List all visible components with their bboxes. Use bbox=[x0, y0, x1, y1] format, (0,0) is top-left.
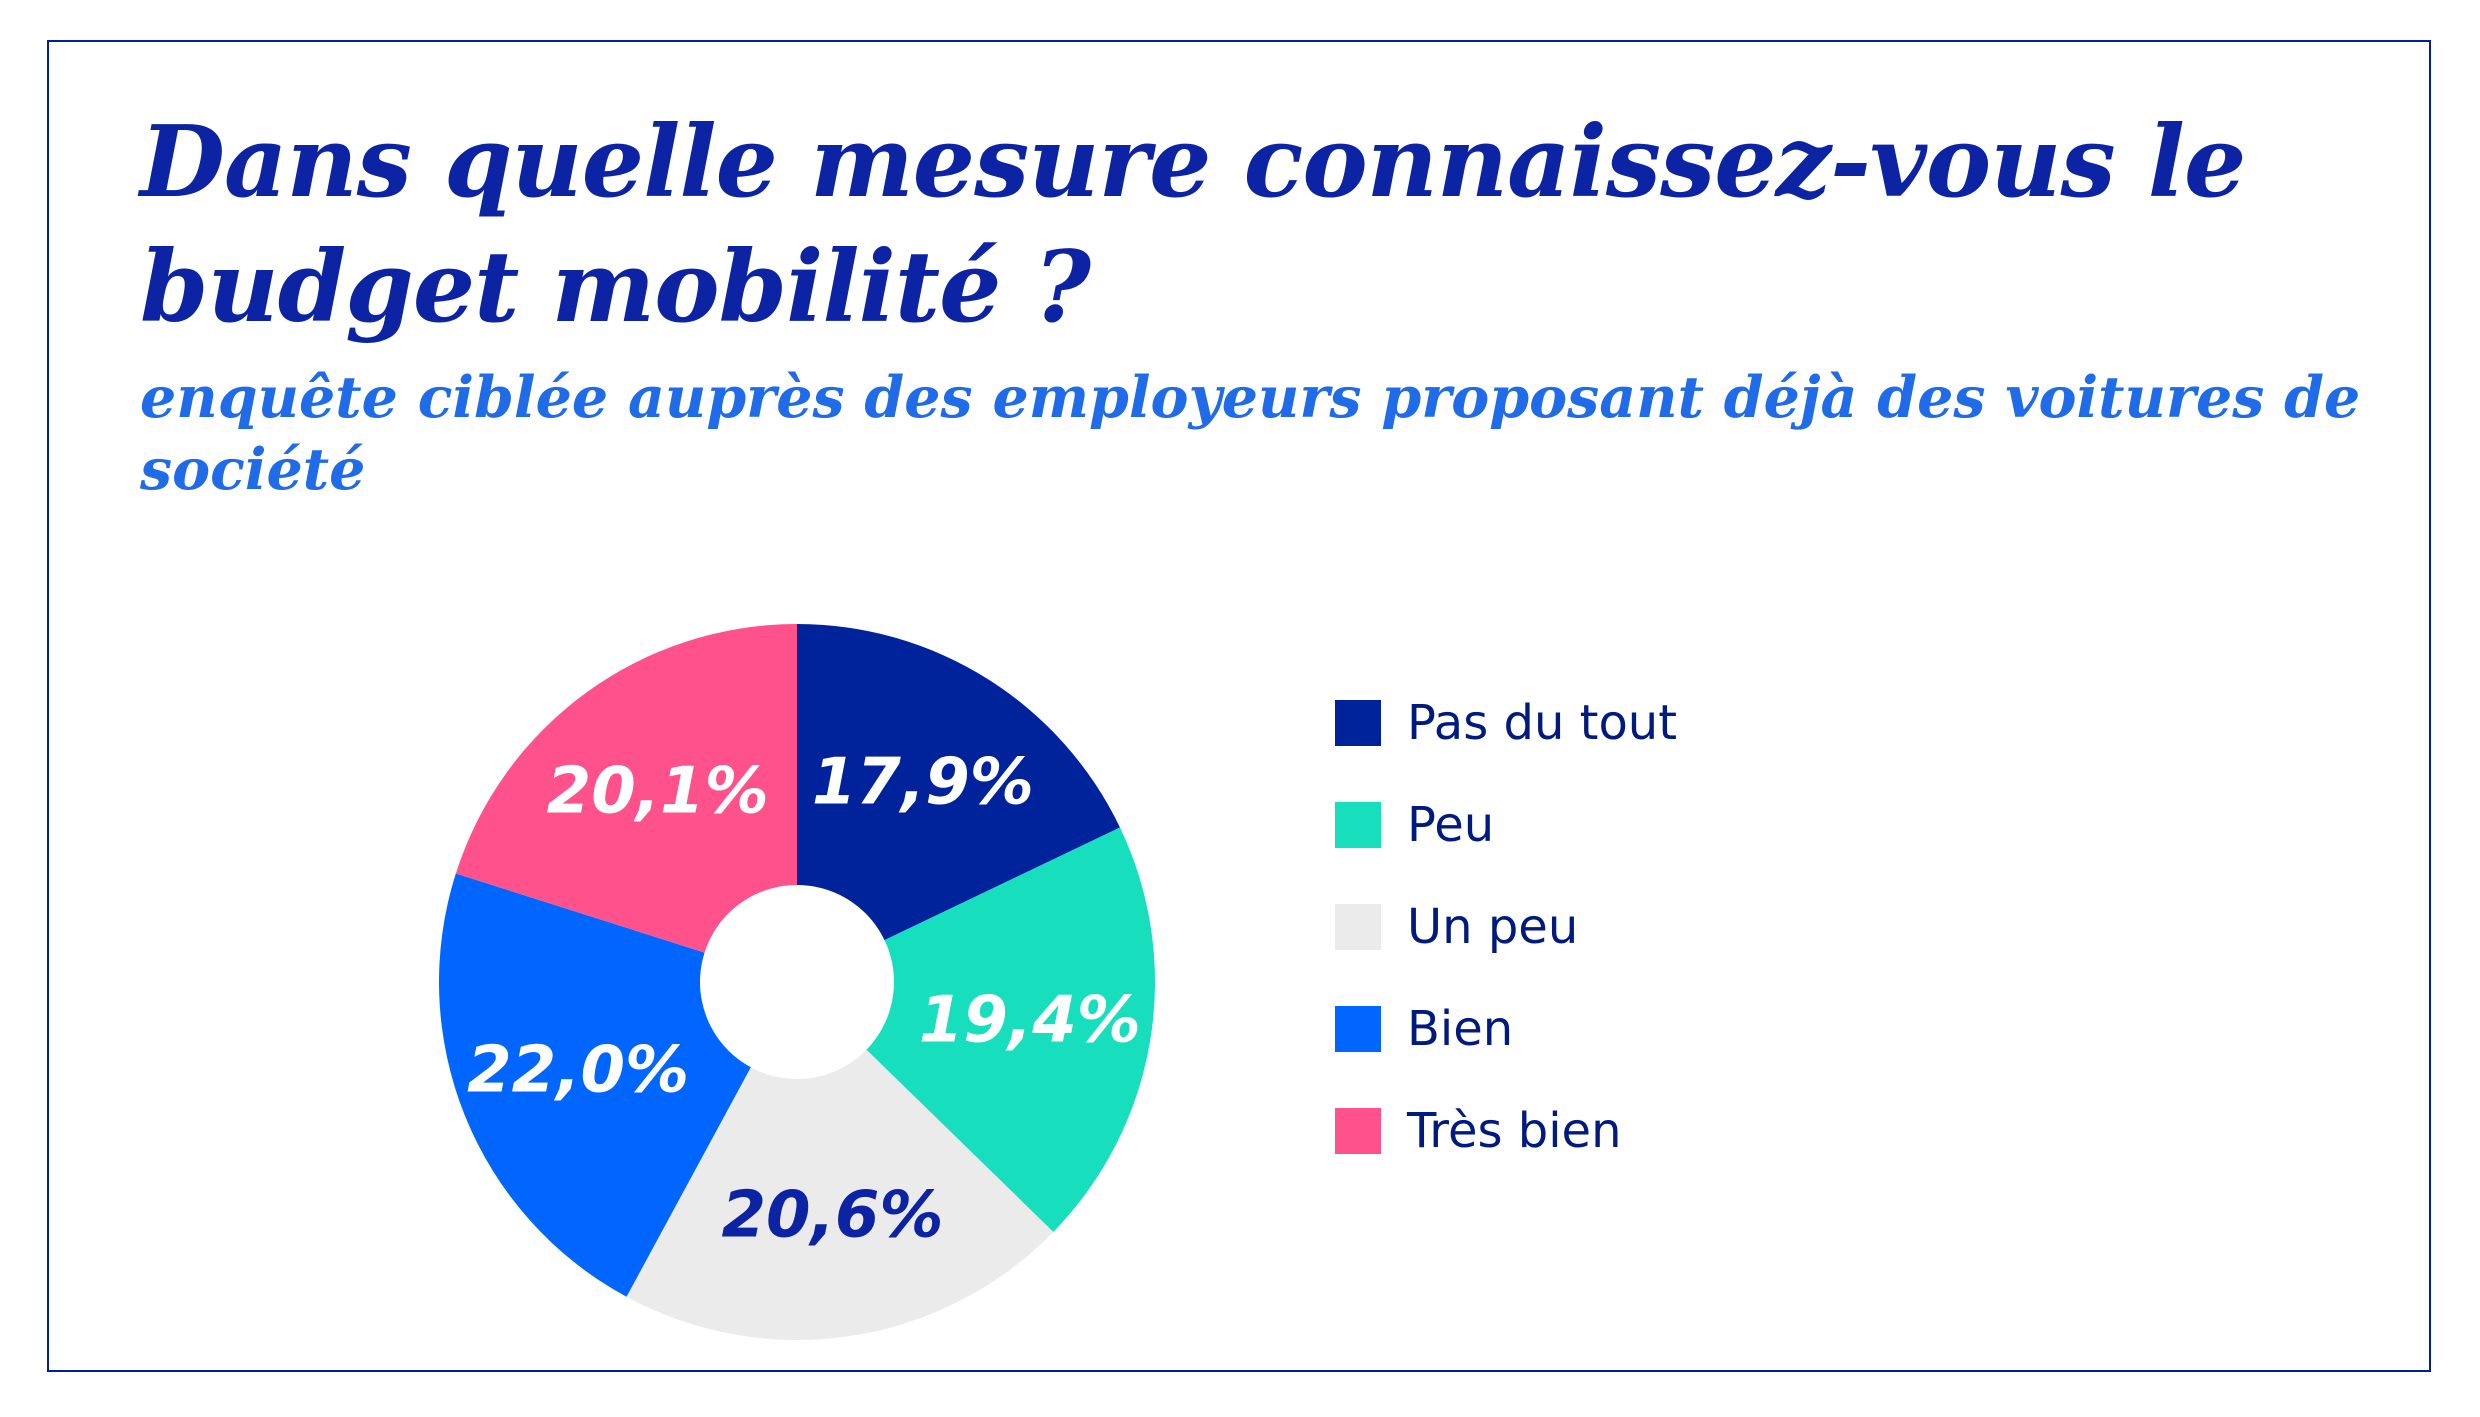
pie-slices bbox=[438, 624, 1155, 1340]
legend-item: Un peu bbox=[1335, 876, 1677, 978]
legend-item: Très bien bbox=[1335, 1080, 1677, 1182]
legend-swatch bbox=[1335, 802, 1381, 848]
slice-value-label: 20,6% bbox=[721, 1178, 943, 1252]
slice-labels: 17,9% 19,4% 20,6% 22,0% 20,1% bbox=[467, 745, 1141, 1252]
legend-item: Pas du tout bbox=[1335, 672, 1677, 774]
chart-subtitle: enquête ciblée auprès des employeurs pro… bbox=[140, 364, 2361, 503]
legend-label: Peu bbox=[1407, 797, 1495, 853]
slice-value-label: 19,4% bbox=[919, 983, 1141, 1057]
legend: Pas du tout Peu Un peu Bien Très bien bbox=[1335, 672, 1677, 1182]
legend-swatch bbox=[1335, 1006, 1381, 1052]
donut-hole bbox=[700, 885, 894, 1079]
legend-swatch bbox=[1335, 1108, 1381, 1154]
slice-value-label: 22,0% bbox=[467, 1033, 689, 1107]
pie-slice-pas-du-tout bbox=[797, 624, 1120, 982]
pie-slice-peu bbox=[797, 827, 1155, 1232]
legend-item: Peu bbox=[1335, 774, 1677, 876]
legend-swatch bbox=[1335, 700, 1381, 746]
legend-label: Un peu bbox=[1407, 899, 1579, 955]
pie-slice-un-peu bbox=[626, 982, 1054, 1340]
legend-label: Pas du tout bbox=[1407, 695, 1678, 751]
legend-item: Bien bbox=[1335, 978, 1677, 1080]
slice-value-label: 20,1% bbox=[547, 755, 769, 829]
legend-swatch bbox=[1335, 904, 1381, 950]
legend-label: Bien bbox=[1407, 1001, 1514, 1057]
chart-frame bbox=[47, 40, 2431, 1372]
slice-value-label: 17,9% bbox=[812, 745, 1034, 819]
chart-title: Dans quelle mesure connaissez-vous le bu… bbox=[140, 105, 2246, 345]
legend-label: Très bien bbox=[1407, 1103, 1622, 1159]
pie-slice-très-bien bbox=[455, 624, 797, 982]
